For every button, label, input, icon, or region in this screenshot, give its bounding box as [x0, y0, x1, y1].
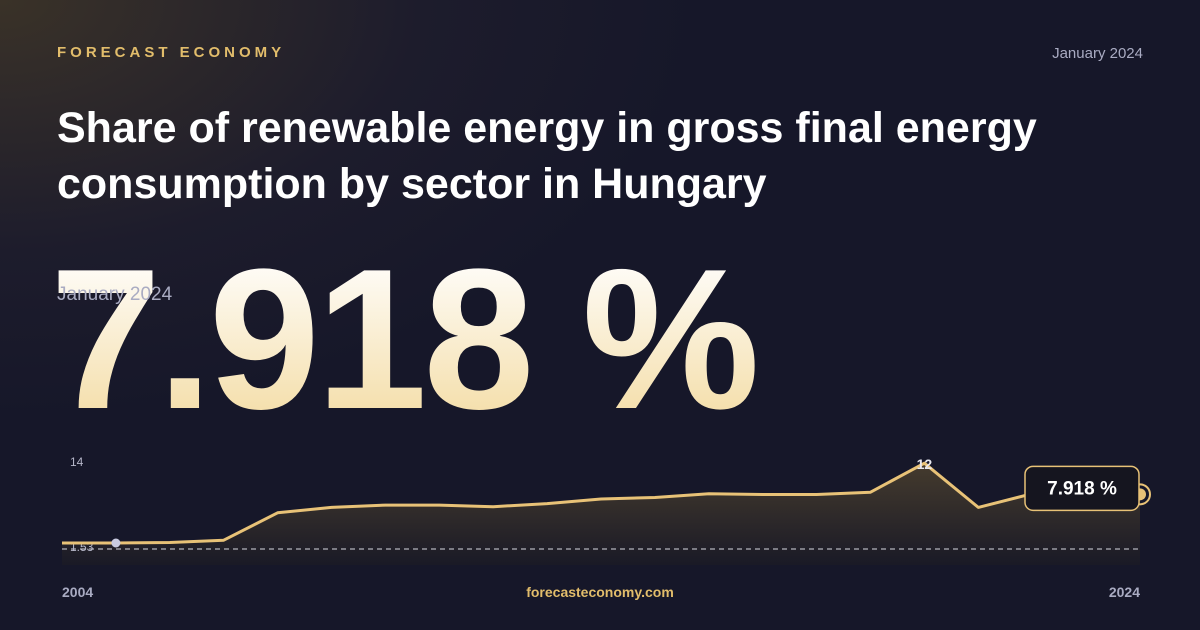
date: January 2024: [1052, 45, 1143, 62]
footer: forecasteconomy.com: [526, 584, 674, 600]
callout-label: 7.918 %: [1047, 478, 1117, 499]
x-tick-label: 2024: [1109, 584, 1140, 600]
area: [62, 463, 1140, 565]
start-marker: [111, 538, 121, 548]
chart-title: Share of renewable energy in gross final…: [57, 104, 1037, 208]
headline-value: 7.918 %: [50, 225, 760, 455]
brand: FORECAST ECONOMY: [57, 44, 286, 61]
y-tick-label: 14: [70, 455, 84, 469]
x-tick-label: 2004: [62, 584, 93, 600]
line: [62, 461, 1141, 545]
headline-date: January 2024: [57, 284, 173, 305]
callout-box: [1024, 465, 1140, 512]
data-label: 12: [917, 456, 933, 472]
